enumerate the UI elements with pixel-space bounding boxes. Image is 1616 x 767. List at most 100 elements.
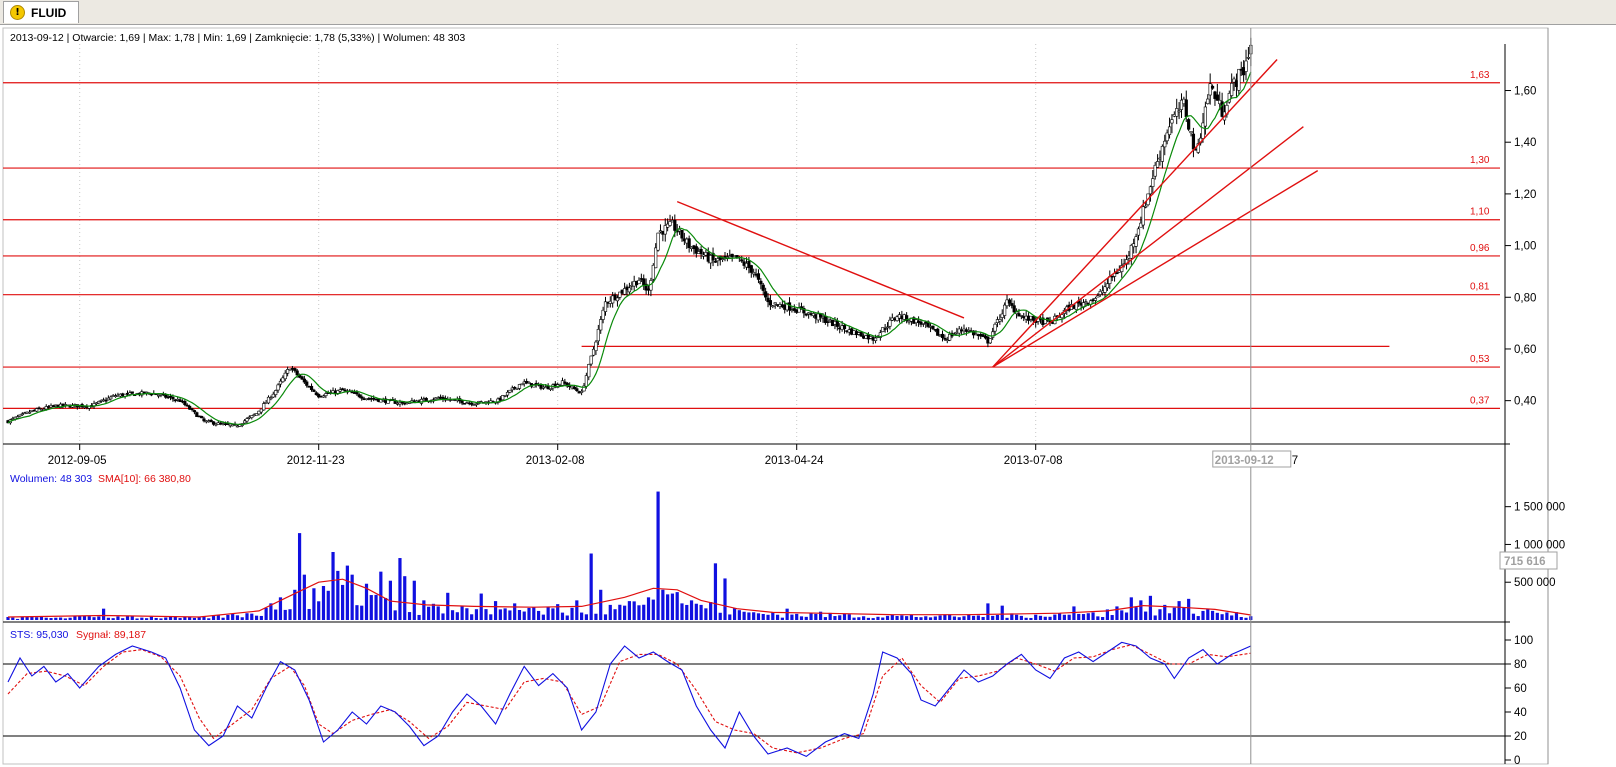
volume-bar — [159, 618, 163, 620]
volume-bar — [1000, 605, 1004, 620]
level-label: 0,96 — [1470, 243, 1490, 254]
candle-body — [680, 229, 684, 239]
volume-bar — [168, 616, 173, 620]
candle-body — [199, 415, 204, 419]
candle-body — [357, 394, 361, 398]
volume-bar — [1239, 617, 1243, 620]
candle-body — [1220, 101, 1224, 117]
volume-bar — [226, 614, 230, 620]
volume-bar — [11, 617, 15, 620]
volume-sma-path — [7, 578, 1251, 618]
volume-bar — [1210, 610, 1215, 620]
candle-body — [663, 225, 667, 235]
candle-body — [931, 325, 935, 330]
candle-body — [1153, 164, 1157, 177]
cursor-date: 2013-09-12 — [1215, 455, 1274, 467]
volume-bar — [369, 595, 373, 620]
level-label: 1,30 — [1470, 155, 1490, 166]
volume-bar — [885, 615, 890, 620]
volume-bar — [15, 618, 20, 620]
candle-body — [1151, 178, 1155, 187]
candle-body — [656, 232, 660, 251]
volume-bar — [1163, 604, 1167, 620]
candle-body — [185, 404, 189, 407]
candle-body — [1105, 283, 1109, 289]
volume-bar — [1081, 614, 1086, 620]
volume-bar — [140, 617, 144, 620]
candle-body — [1136, 228, 1141, 236]
volume-bar — [517, 609, 522, 620]
volume-bar — [393, 610, 397, 620]
volume-bar — [407, 612, 412, 620]
candle-body — [644, 283, 648, 291]
volume-bar — [121, 618, 125, 620]
volume-bar — [446, 592, 450, 620]
volume-bar — [1115, 606, 1119, 620]
volume-bar — [952, 616, 957, 620]
candle-body — [283, 372, 287, 380]
volume-bar — [1220, 614, 1224, 620]
candle-body — [305, 381, 309, 386]
sma-path — [7, 71, 1252, 426]
volume-bar — [1129, 597, 1133, 620]
candle-body — [699, 249, 703, 255]
signal-label: Sygnał: 89,187 — [76, 629, 146, 641]
volume-bar — [388, 580, 392, 620]
candle-body — [563, 381, 567, 384]
volume-bar — [1139, 600, 1143, 620]
volume-bar — [197, 616, 201, 620]
candle-body — [266, 396, 271, 404]
candle-body — [787, 302, 792, 311]
stock-chart[interactable]: 1,631,301,100,960,810,530,37 2012-09-05 2… — [0, 24, 1616, 767]
candle-body — [501, 395, 505, 401]
volume-bar — [747, 612, 751, 620]
candle-body — [747, 260, 751, 269]
volume-bar — [1062, 614, 1066, 620]
volume-bar — [761, 613, 765, 620]
volume-bar — [1072, 606, 1076, 620]
volume-bar — [269, 603, 273, 620]
volume-bar — [1172, 607, 1176, 620]
volume-cursor-box — [1499, 551, 1558, 570]
volume-bar — [924, 616, 928, 620]
volume-bar — [489, 614, 493, 620]
volume-bar — [685, 604, 689, 620]
volume-bar — [1010, 613, 1014, 620]
volume-bar — [618, 604, 622, 620]
volume-bar — [962, 616, 966, 620]
candle-body — [343, 389, 347, 392]
candle-body — [579, 390, 584, 393]
candle-body — [510, 387, 514, 391]
candle-body — [842, 324, 847, 330]
candle-body — [35, 408, 39, 412]
level-label: 1,63 — [1470, 70, 1490, 81]
candle-body — [460, 400, 464, 404]
volume-bar — [87, 616, 91, 620]
volume-bar — [216, 614, 220, 620]
volume-bar — [1101, 617, 1105, 620]
volume-bar — [192, 617, 197, 620]
candle-body — [324, 393, 328, 397]
volume-bar — [288, 609, 292, 620]
tab-fluid[interactable]: ! FLUID — [3, 1, 80, 23]
volume-y-tick-label: 1 000 000 — [1514, 539, 1565, 551]
tab-label: FLUID — [31, 5, 67, 20]
candle-body — [1019, 315, 1023, 317]
volume-bar — [412, 580, 416, 620]
candle-body — [27, 411, 32, 414]
trendlines — [676, 59, 1319, 368]
trendline — [992, 59, 1278, 368]
candle-body — [130, 391, 134, 394]
candle-body — [921, 323, 925, 325]
price-y-tick-label: 1,20 — [1514, 189, 1536, 201]
candle-body — [723, 255, 727, 258]
volume-bar — [713, 563, 718, 620]
candle-body — [1165, 132, 1169, 142]
candle-body — [615, 297, 620, 302]
candle-body — [905, 315, 909, 322]
volume-bar — [235, 615, 240, 620]
volume-bar — [589, 553, 593, 620]
volume-bar — [666, 594, 670, 620]
volume-bar — [317, 601, 321, 620]
x-tick-label: 2012-11-23 — [287, 455, 345, 467]
